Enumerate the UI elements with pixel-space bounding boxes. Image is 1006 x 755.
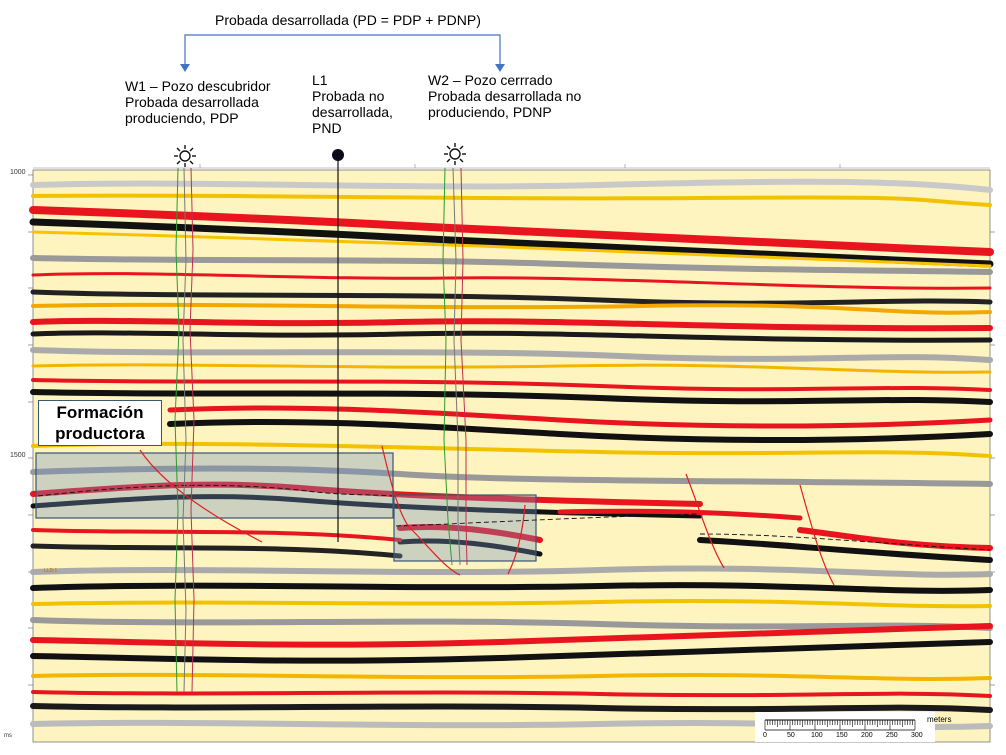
scale-unit: meters	[927, 715, 952, 724]
w1-well-sun-icon	[174, 145, 196, 167]
seismic-section: LLD:1	[28, 160, 995, 743]
scale-tick-label: 150	[836, 732, 848, 739]
reserve-category-title: Probada desarrollada (PD = PDP + PDNP)	[215, 12, 481, 28]
well-w2-label: W2 – Pozo cerrrado Probada desarrollada …	[428, 72, 582, 120]
svg-text:LLD:1: LLD:1	[44, 568, 58, 574]
y-tick-1000: 1000	[10, 169, 26, 176]
y-axis-unit: ms	[4, 733, 12, 739]
l1-location-circle-icon	[332, 149, 344, 161]
scale-bar-ruler	[764, 719, 916, 731]
w2-well-sun-icon	[444, 143, 466, 165]
scale-tick-label: 0	[763, 732, 767, 739]
scale-tick-label: 250	[886, 732, 898, 739]
scale-tick-label: 300	[911, 732, 923, 739]
formation-productora-label: Formación productora	[38, 400, 162, 446]
scale-tick-label: 100	[811, 732, 823, 739]
scale-bar	[755, 712, 935, 742]
well-w1-label: W1 – Pozo descubridor Probada desarrolla…	[125, 78, 271, 126]
group-bracket	[180, 34, 505, 72]
y-tick-1500: 1500	[10, 452, 26, 459]
location-l1-label: L1 Probada no desarrollada, PND	[312, 72, 393, 136]
scale-tick-label: 50	[787, 732, 795, 739]
scale-tick-label: 200	[861, 732, 873, 739]
